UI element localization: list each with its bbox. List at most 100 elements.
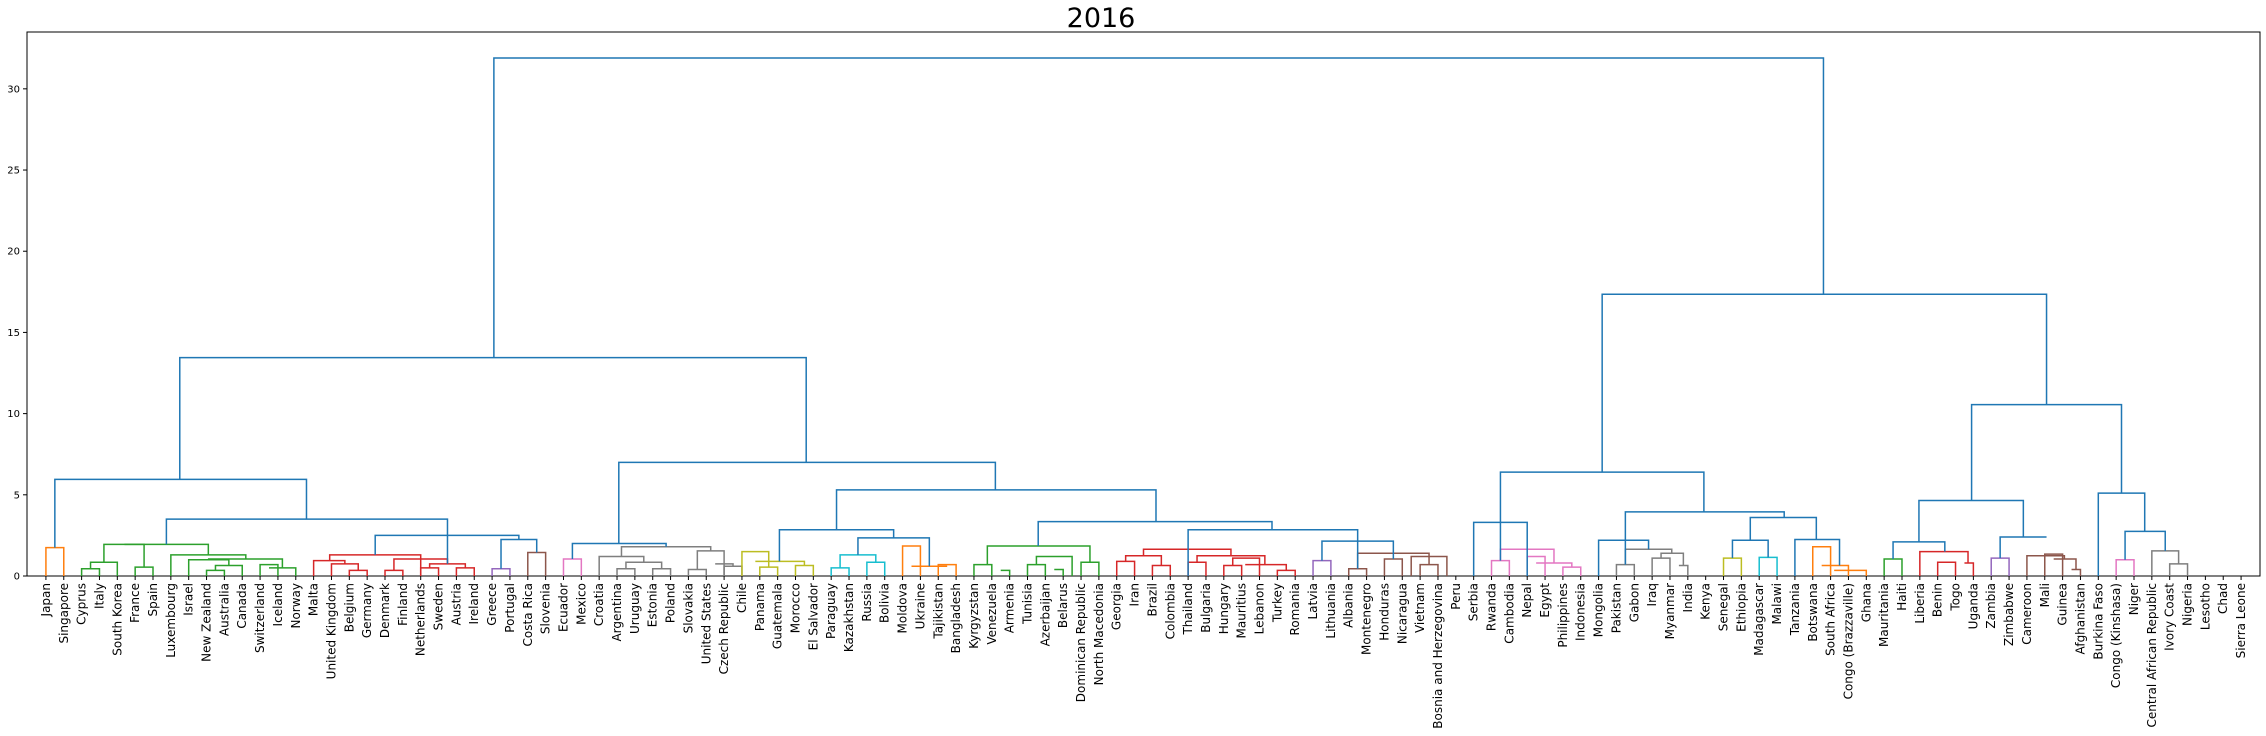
dendrogram-link [687, 568, 708, 576]
leaf-label: Germany [360, 583, 374, 638]
leaf-label: Israel [182, 583, 196, 616]
dendrogram-link [1526, 555, 1546, 576]
y-tick-label: 10 [7, 409, 20, 420]
dendrogram-link [1245, 563, 1288, 571]
dendrogram-link [2151, 550, 2180, 576]
dendrogram-link [901, 545, 922, 576]
leaf-label: Morocco [788, 583, 802, 633]
dendrogram-link [259, 563, 279, 576]
dendrogram-link [1919, 550, 1969, 576]
leaf-label: Denmark [378, 583, 392, 638]
leaf-label: Nicaragua [1395, 583, 1409, 644]
dendrogram-link [1000, 569, 1011, 576]
dendrogram-link [54, 478, 308, 548]
leaf-label: Slovakia [681, 583, 695, 633]
dendrogram-link [986, 545, 1091, 565]
leaf-label: Iraq [1645, 583, 1659, 606]
dendrogram-link [2053, 558, 2077, 570]
dendrogram-link [1651, 557, 1671, 576]
dendrogram-link [428, 563, 467, 568]
dendrogram-link [562, 558, 583, 576]
leaf-label: Hungary [1217, 583, 1231, 634]
leaf-label: Belarus [1056, 583, 1070, 628]
dendrogram-link [1035, 555, 1073, 576]
dendrogram-link [1970, 403, 2123, 501]
dendrogram-link [616, 567, 636, 576]
dendrogram-link [1601, 293, 2048, 473]
leaf-label: Paraguay [824, 583, 838, 639]
leaf-label: Iceland [271, 583, 285, 626]
dendrogram-link [618, 461, 997, 544]
leaf-label: Togo [1949, 583, 1963, 612]
leaf-label: United States [699, 583, 713, 664]
dendrogram-link [723, 565, 743, 576]
leaf-label: Belgium [342, 583, 356, 632]
leaf-label: Afghanistan [2073, 583, 2087, 654]
leaf-label: Moldova [896, 583, 910, 633]
dendrogram-link [134, 566, 154, 576]
dendrogram-link [187, 559, 230, 576]
leaf-label: Bosnia and Herzegovina [1431, 583, 1445, 729]
leaf-label: Slovenia [539, 583, 553, 634]
leaf-label: New Zealand [200, 583, 214, 662]
dendrogram-link [384, 569, 404, 576]
dendrogram-link [1722, 557, 1743, 576]
dendrogram-link [2168, 563, 2189, 576]
leaf-label: Benin [1931, 583, 1945, 617]
dendrogram-link [1821, 564, 1850, 576]
dendrogram-link [835, 489, 1157, 530]
dendrogram-link [1276, 569, 1296, 576]
leaf-label: Cameroon [2020, 583, 2034, 645]
dendrogram-link [937, 563, 957, 576]
leaf-label: Chad [2216, 583, 2230, 614]
leaf-label: Cambodia [1502, 583, 1516, 644]
dendrogram-link [1037, 520, 1273, 546]
leaf-label: Botswana [1806, 583, 1820, 642]
leaf-label: Tunisia [1020, 583, 1034, 625]
leaf-label: Lesotho [2198, 583, 2212, 630]
dendrogram-link [124, 543, 210, 555]
dendrogram-link [2026, 554, 2066, 576]
dendrogram-link [741, 550, 770, 576]
y-tick-label: 15 [7, 328, 20, 339]
dendrogram-link [715, 563, 734, 567]
dendrogram-link [1196, 554, 1266, 565]
dendrogram-link [1115, 560, 1136, 576]
dendrogram-link [1080, 561, 1100, 576]
leaf-label: Greece [485, 583, 499, 626]
dendrogram-link [1834, 569, 1868, 576]
leaf-label: Poland [664, 583, 678, 623]
leaf-label: Niger [2127, 583, 2141, 615]
dendrogram-link [839, 554, 877, 568]
y-axis: 0 5 10 15 20 25 30 [7, 84, 27, 583]
leaf-label: Albania [1342, 583, 1356, 628]
y-tick-label: 5 [14, 490, 20, 501]
dendrogram-link [1499, 471, 1705, 561]
leaf-label: Gabon [1627, 583, 1641, 622]
dendrogram-link [328, 554, 422, 576]
leaf-label: Indonesia [1574, 583, 1588, 641]
dendrogram-link [493, 57, 1825, 358]
dendrogram-link [651, 567, 672, 576]
dendrogram-link [179, 356, 807, 480]
y-tick-label: 20 [7, 247, 20, 258]
leaf-label: Netherlands [414, 583, 428, 656]
dendrogram-link [1964, 562, 1975, 576]
leaf-label: Vietnam [1413, 583, 1427, 633]
leaf-label: Ivory Coast [2163, 583, 2177, 651]
leaf-label: Lithuania [1324, 583, 1338, 639]
dendrogram-link [830, 567, 850, 576]
leaf-label: Bulgaria [1199, 583, 1213, 633]
leaf-label: Malawi [1770, 583, 1784, 625]
dendrogram-link [1597, 539, 1650, 576]
dendrogram-link [103, 543, 145, 568]
dendrogram-link [491, 567, 511, 576]
leaf-label: Bolivia [878, 583, 892, 623]
leaf-label: Latvia [1306, 583, 1320, 620]
dendrogram-link [45, 546, 65, 576]
dendrogram-link [1187, 528, 1359, 576]
leaf-label: Italy [92, 583, 106, 609]
leaf-label: South Korea [110, 583, 124, 656]
leaf-label: Myanmar [1663, 583, 1677, 639]
leaf-label: Kazakhstan [842, 583, 856, 652]
